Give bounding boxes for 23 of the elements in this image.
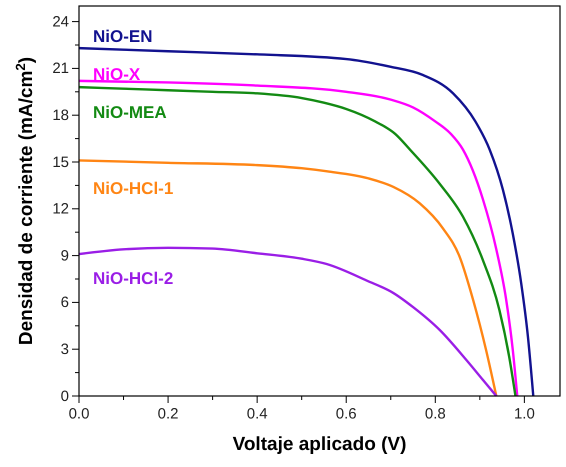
line-series xyxy=(78,246,498,398)
series-label: NiO-X xyxy=(93,64,141,84)
series-label: NiO-HCl-2 xyxy=(93,268,174,288)
y-tick-label: 15 xyxy=(52,154,69,171)
series-label: NiO-MEA xyxy=(93,102,167,122)
x-tick-label: 1.0 xyxy=(514,406,535,423)
line-series xyxy=(78,159,498,398)
y-tick-label: 24 xyxy=(52,13,69,30)
y-tick-label: 18 xyxy=(52,107,69,124)
y-tick-label: 0 xyxy=(60,388,69,405)
y-tick-label: 6 xyxy=(60,294,69,312)
x-axis-title: Voltaje aplicado (V) xyxy=(232,434,406,455)
x-tick-label: 0.6 xyxy=(336,406,357,423)
series-label: NiO-EN xyxy=(93,26,152,46)
y-tick-label: 21 xyxy=(52,60,69,78)
x-tick-label: 0.2 xyxy=(158,406,179,423)
y-tick-label: 9 xyxy=(60,247,69,264)
series-label: NiO-HCl-1 xyxy=(93,178,174,198)
x-tick-label: 0.4 xyxy=(246,406,268,423)
x-tick-label: 0.0 xyxy=(68,406,90,423)
y-tick-label: 3 xyxy=(60,341,69,358)
y-tick-label: 12 xyxy=(52,200,69,218)
x-tick-label: 0.8 xyxy=(424,406,446,423)
